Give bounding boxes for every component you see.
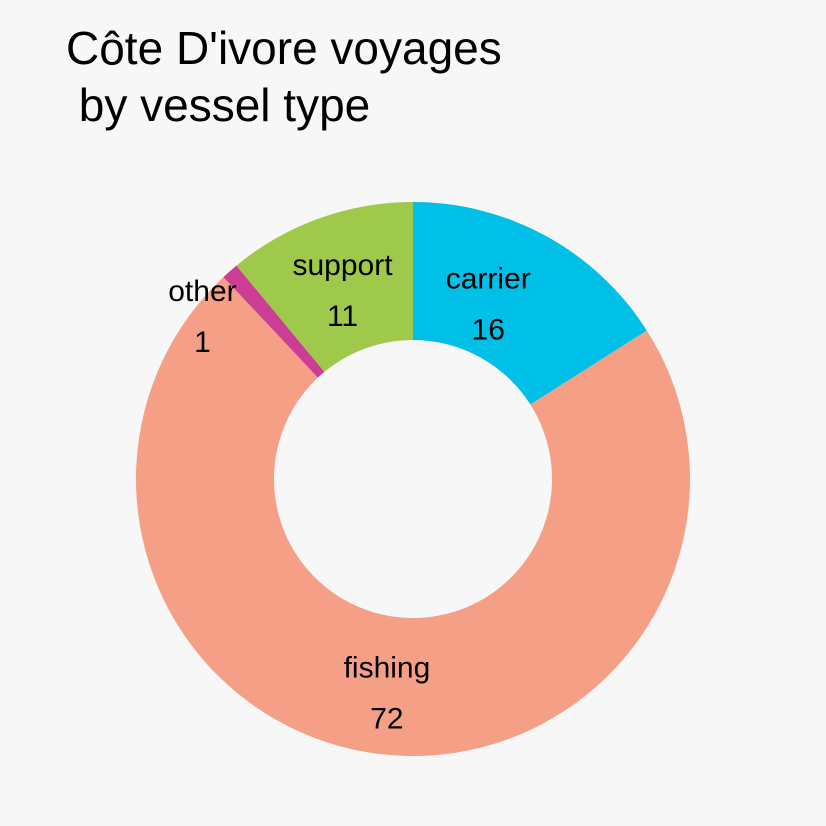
- slice-label-other: other: [168, 275, 236, 308]
- label-group: carrier 16 fishing 72 other 1 support 11: [168, 249, 530, 735]
- slice-value-other: 1: [194, 326, 211, 359]
- slice-carrier: [413, 202, 647, 405]
- slice-value-fishing: 72: [370, 702, 403, 735]
- chart-title-line-2: by vessel type: [66, 79, 371, 131]
- slice-value-support: 11: [327, 300, 358, 333]
- slice-value-carrier: 16: [472, 314, 505, 347]
- slice-label-carrier: carrier: [446, 263, 531, 296]
- chart-title-line-1: Côte D'ivore voyages: [66, 22, 502, 74]
- slice-group: [135, 202, 690, 757]
- slice-other: [223, 265, 325, 378]
- slice-label-fishing: fishing: [344, 651, 431, 684]
- slice-support: [236, 202, 413, 372]
- slice-fishing: [135, 277, 690, 757]
- slice-label-support: support: [293, 249, 394, 282]
